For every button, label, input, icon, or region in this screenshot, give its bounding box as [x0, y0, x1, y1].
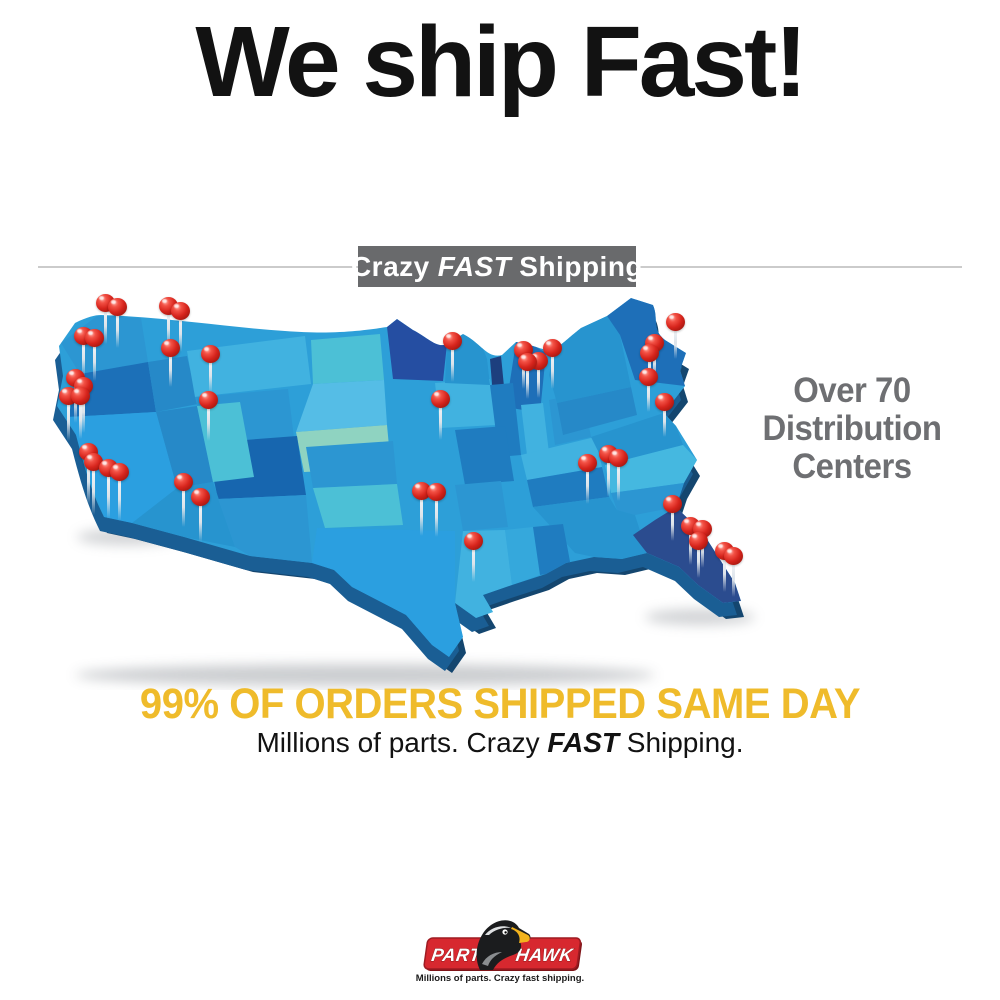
page-title: We ship Fast!: [195, 6, 807, 118]
note-line-1: Over 70: [793, 371, 911, 410]
tagline: Millions of parts. Crazy FAST Shipping.: [0, 727, 1000, 759]
map-shadow: [75, 664, 655, 686]
note-line-3: Centers: [792, 447, 912, 486]
banner-suffix: Shipping: [519, 250, 644, 282]
crazy-fast-shipping-banner: Crazy FAST Shipping: [351, 246, 643, 287]
banner-prefix: Crazy: [350, 250, 430, 282]
hawk-icon: [476, 920, 531, 970]
logo-tagline: Millions of parts. Crazy fast shipping.: [416, 973, 584, 984]
partshawk-logo: PARTS HAWK Millions of parts. Crazy fast…: [416, 920, 584, 984]
distribution-centers-note: Over 70 Distribution Centers: [739, 372, 965, 486]
us-distribution-map: [53, 298, 755, 686]
banner-emphasis: FAST: [437, 250, 512, 282]
same-day-headline: 99% OF ORDERS SHIPPED SAME DAY: [139, 680, 861, 728]
tagline-emphasis: FAST: [547, 727, 619, 758]
logo-hawk-text: HAWK: [515, 945, 576, 965]
tagline-prefix: Millions of parts. Crazy: [256, 727, 548, 758]
tagline-suffix: Shipping.: [618, 727, 744, 758]
note-line-2: Distribution: [762, 409, 942, 448]
